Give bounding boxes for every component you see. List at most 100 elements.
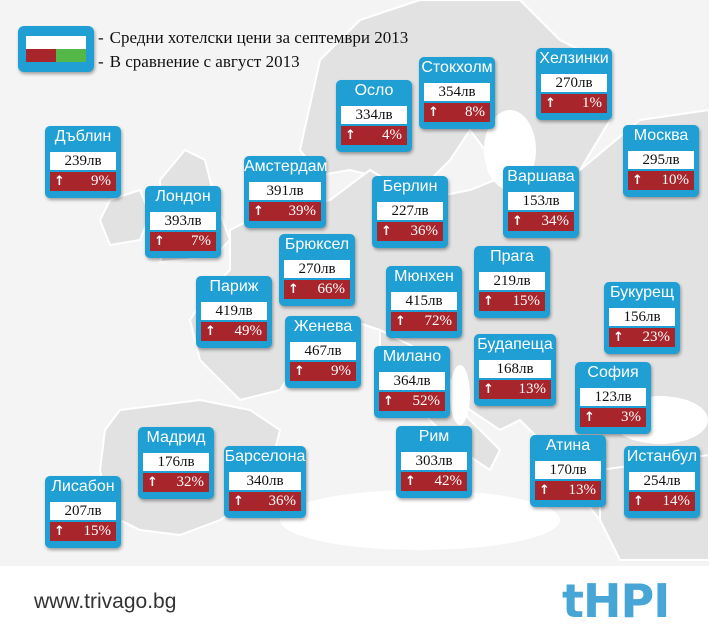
city-price: 270лв: [284, 260, 350, 278]
city-price: 227лв: [377, 202, 443, 220]
city-price: 467лв: [290, 342, 356, 360]
city-name: Рим: [418, 428, 450, 445]
up-arrow-icon: ↑: [613, 330, 624, 345]
city-name: Прага: [490, 248, 534, 265]
website-link[interactable]: www.trivago.bg: [34, 590, 177, 613]
change-percent: 39%: [288, 203, 317, 219]
city-card-warsaw[interactable]: Варшава 153лв ↑ 34%: [503, 166, 579, 238]
city-card-sofia[interactable]: София 123лв ↑ 3%: [575, 362, 651, 434]
legend-flag-icon: [18, 26, 94, 72]
city-name: Лисабон: [51, 478, 115, 495]
up-arrow-icon: ↑: [632, 173, 643, 188]
up-arrow-icon: ↑: [345, 128, 356, 143]
up-arrow-icon: ↑: [483, 294, 494, 309]
change-percent: 7%: [191, 233, 211, 249]
city-name: Истанбул: [626, 448, 698, 465]
up-arrow-icon: ↑: [288, 282, 299, 297]
city-name: Осло: [354, 82, 394, 99]
city-name: Барселона: [224, 448, 306, 465]
city-price: 207лв: [50, 502, 116, 520]
city-card-prague[interactable]: Прага 219лв ↑ 15%: [474, 246, 550, 318]
up-arrow-icon: ↑: [545, 96, 556, 111]
city-change: ↑ 9%: [290, 362, 356, 381]
change-percent: 52%: [412, 393, 441, 409]
city-change: ↑ 13%: [535, 481, 601, 500]
city-change: ↑ 34%: [508, 212, 574, 231]
change-percent: 3%: [621, 409, 641, 425]
city-change: ↑ 32%: [143, 473, 209, 492]
up-arrow-icon: ↑: [253, 204, 264, 219]
city-price: 219лв: [479, 272, 545, 290]
change-percent: 13%: [568, 482, 597, 498]
city-price: 254лв: [629, 472, 695, 490]
city-change: ↑ 14%: [629, 492, 695, 511]
city-card-budapest[interactable]: Будапеща 168лв ↑ 13%: [474, 334, 556, 406]
city-change: ↑ 52%: [379, 392, 445, 411]
city-price: 303лв: [401, 452, 467, 470]
brand-logo: tHPI: [562, 574, 670, 628]
city-name: Берлин: [382, 178, 438, 195]
city-card-london[interactable]: Лондон 393лв ↑ 7%: [145, 186, 221, 258]
change-percent: 1%: [582, 95, 602, 111]
city-name: Будапеща: [477, 336, 553, 353]
change-percent: 23%: [642, 329, 671, 345]
city-card-geneva[interactable]: Женева 467лв ↑ 9%: [285, 316, 361, 388]
city-name: Букурещ: [609, 284, 675, 301]
city-card-madrid[interactable]: Мадрид 176лв ↑ 32%: [138, 427, 214, 499]
city-change: ↑ 10%: [628, 171, 694, 190]
city-name: Дъблин: [54, 128, 112, 145]
city-name: Милано: [382, 348, 442, 365]
city-change: ↑ 8%: [424, 103, 490, 122]
city-card-amsterdam[interactable]: Амстердам 391лв ↑ 39%: [244, 156, 327, 228]
city-change: ↑ 13%: [479, 380, 551, 399]
city-price: 334лв: [341, 106, 407, 124]
legend-line-1: Средни хотелски цени за септември 2013: [98, 28, 409, 48]
city-card-istanbul[interactable]: Истанбул 254лв ↑ 14%: [624, 446, 700, 518]
change-percent: 9%: [331, 363, 351, 379]
city-name: София: [587, 364, 639, 381]
up-arrow-icon: ↑: [428, 105, 439, 120]
city-card-oslo[interactable]: Осло 334лв ↑ 4%: [336, 80, 412, 152]
city-price: 364лв: [379, 372, 445, 390]
city-change: ↑ 9%: [50, 172, 116, 191]
change-percent: 14%: [662, 493, 691, 509]
city-card-lisbon[interactable]: Лисабон 207лв ↑ 15%: [45, 476, 121, 548]
city-card-moscow[interactable]: Москва 295лв ↑ 10%: [623, 125, 699, 197]
city-name: Хелзинки: [539, 50, 609, 67]
up-arrow-icon: ↑: [405, 474, 416, 489]
city-name: Женева: [293, 318, 353, 335]
city-change: ↑ 39%: [249, 202, 321, 221]
city-card-milan[interactable]: Милано 364лв ↑ 52%: [374, 346, 450, 418]
up-arrow-icon: ↑: [54, 174, 65, 189]
city-change: ↑ 72%: [391, 312, 457, 331]
city-card-munich[interactable]: Мюнхен 415лв ↑ 72%: [386, 266, 462, 338]
city-card-brussels[interactable]: Брюксел 270лв ↑ 66%: [279, 234, 355, 306]
city-card-dublin[interactable]: Дъблин 239лв ↑ 9%: [45, 126, 121, 198]
city-name: Москва: [633, 127, 689, 144]
change-percent: 13%: [518, 381, 547, 397]
city-card-helsinki[interactable]: Хелзинки 270лв ↑ 1%: [536, 48, 612, 120]
city-change: ↑ 23%: [609, 328, 675, 347]
city-card-bucharest[interactable]: Букурещ 156лв ↑ 23%: [604, 282, 680, 354]
up-arrow-icon: ↑: [584, 410, 595, 425]
change-percent: 49%: [234, 323, 263, 339]
city-name: Варшава: [507, 168, 575, 185]
city-card-barcelona[interactable]: Барселона 340лв ↑ 36%: [224, 446, 306, 518]
city-price: 123лв: [580, 388, 646, 406]
city-card-stockholm[interactable]: Стокхолм 354лв ↑ 8%: [419, 57, 495, 129]
city-change: ↑ 3%: [580, 408, 646, 427]
up-arrow-icon: ↑: [54, 524, 65, 539]
up-arrow-icon: ↑: [233, 494, 244, 509]
city-change: ↑ 36%: [377, 222, 443, 241]
up-arrow-icon: ↑: [294, 364, 305, 379]
city-card-rome[interactable]: Рим 303лв ↑ 42%: [396, 426, 472, 498]
city-price: 354лв: [424, 83, 490, 101]
city-card-berlin[interactable]: Берлин 227лв ↑ 36%: [372, 176, 448, 248]
up-arrow-icon: ↑: [205, 324, 216, 339]
city-price: 176лв: [143, 453, 209, 471]
city-card-athens[interactable]: Атина 170лв ↑ 13%: [530, 435, 606, 507]
city-change: ↑ 49%: [201, 322, 267, 341]
city-card-paris[interactable]: Париж 419лв ↑ 49%: [196, 276, 272, 348]
ireland-shape: [98, 188, 152, 247]
city-price: 168лв: [479, 360, 551, 378]
